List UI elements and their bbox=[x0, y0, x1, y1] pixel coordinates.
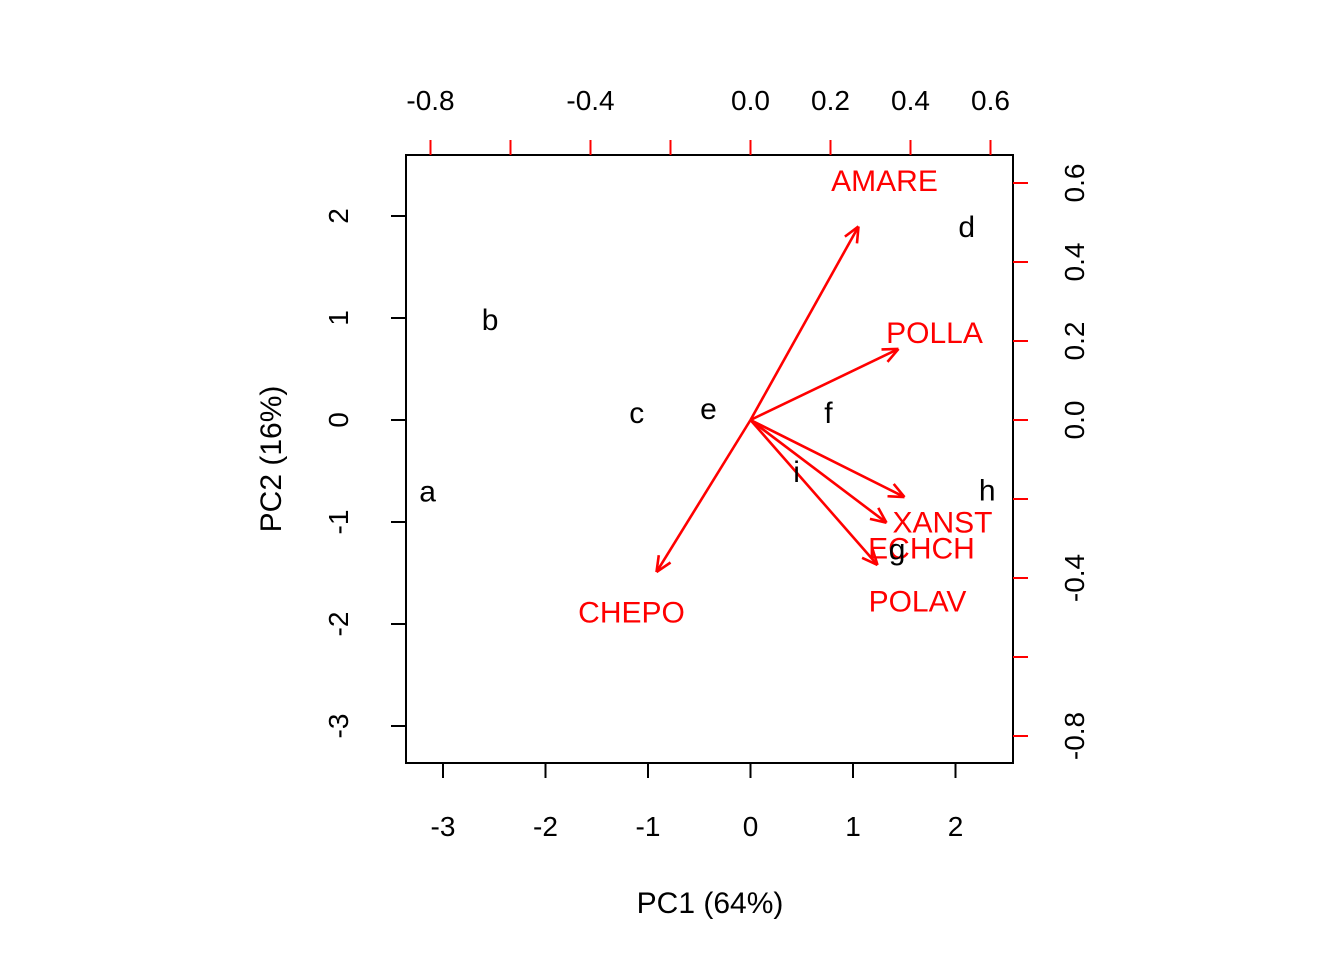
left-axis-tick-label: 0 bbox=[323, 412, 354, 428]
top-axis-tick-label: -0.8 bbox=[406, 85, 454, 116]
left-axis-tick-label: 1 bbox=[323, 310, 354, 326]
site-score-f: f bbox=[824, 397, 833, 430]
site-score-g: g bbox=[889, 534, 906, 567]
arrow-shaft bbox=[657, 420, 751, 572]
plot-frame bbox=[406, 155, 1013, 763]
species-arrow-ECHCH bbox=[751, 420, 887, 523]
top-axis-tick-label: 0.6 bbox=[971, 85, 1010, 116]
bottom-axis-tick-label: -3 bbox=[431, 811, 456, 842]
site-score-c: c bbox=[629, 397, 644, 430]
right-axis-tick-label: -0.8 bbox=[1059, 712, 1090, 760]
right-axis-tick-label: 0.0 bbox=[1059, 401, 1090, 440]
bottom-axis-tick-label: 0 bbox=[743, 811, 759, 842]
site-score-h: h bbox=[979, 474, 996, 507]
bottom-axis-tick-label: 1 bbox=[845, 811, 861, 842]
site-score-i: i bbox=[793, 456, 800, 489]
site-score-b: b bbox=[482, 304, 499, 337]
right-axis-tick-label: -0.4 bbox=[1059, 554, 1090, 602]
species-label-POLLA: POLLA bbox=[886, 317, 983, 350]
arrow-shaft bbox=[751, 420, 887, 523]
top-axis-tick-label: 0.0 bbox=[731, 85, 770, 116]
species-arrows-layer bbox=[657, 226, 905, 572]
species-arrow-CHEPO bbox=[657, 420, 751, 572]
bottom-axis-tick-label: -1 bbox=[636, 811, 661, 842]
left-axis-tick-label: 2 bbox=[323, 208, 354, 224]
species-label-CHEPO: CHEPO bbox=[578, 596, 685, 629]
arrow-shaft bbox=[751, 420, 878, 565]
top-axis-tick-label: 0.2 bbox=[811, 85, 850, 116]
axes-layer: -3 -2 -1 0 1 2 2 1 0 -1 -2 -3 -0.8 -0.4 0.0 0.2 0.4 0.6 0.… bbox=[323, 85, 1090, 842]
left-axis-tick-label: -2 bbox=[323, 612, 354, 637]
site-score-e: e bbox=[700, 393, 717, 426]
arrow-shaft bbox=[751, 420, 905, 497]
left-axis-tick-label: -3 bbox=[323, 714, 354, 739]
arrow-head bbox=[888, 496, 905, 497]
right-axis-tick-label: 0.4 bbox=[1059, 243, 1090, 282]
arrow-head bbox=[857, 226, 859, 243]
species-label-POLAV: POLAV bbox=[869, 586, 967, 619]
species-arrow-AMARE bbox=[751, 226, 859, 420]
species-label-AMARE: AMARE bbox=[831, 165, 938, 198]
right-axis-tick-label: 0.6 bbox=[1059, 164, 1090, 203]
bottom-axis-tick-label: -2 bbox=[533, 811, 558, 842]
y-axis-title: PC2 (16%) bbox=[255, 386, 288, 533]
top-axis-tick-label: 0.4 bbox=[891, 85, 930, 116]
arrow-shaft bbox=[751, 226, 859, 420]
species-arrow-XANST bbox=[751, 420, 905, 497]
left-axis-tick-label: -1 bbox=[323, 510, 354, 535]
species-label-ECHCH: ECHCH bbox=[868, 532, 975, 565]
right-axis-tick-label: 0.2 bbox=[1059, 322, 1090, 361]
bottom-axis-tick-label: 2 bbox=[948, 811, 964, 842]
top-axis-tick-label: -0.4 bbox=[566, 85, 614, 116]
site-score-a: a bbox=[419, 475, 436, 508]
x-axis-title: PC1 (64%) bbox=[637, 887, 784, 920]
species-arrow-POLAV bbox=[751, 420, 878, 565]
site-score-d: d bbox=[958, 211, 975, 244]
